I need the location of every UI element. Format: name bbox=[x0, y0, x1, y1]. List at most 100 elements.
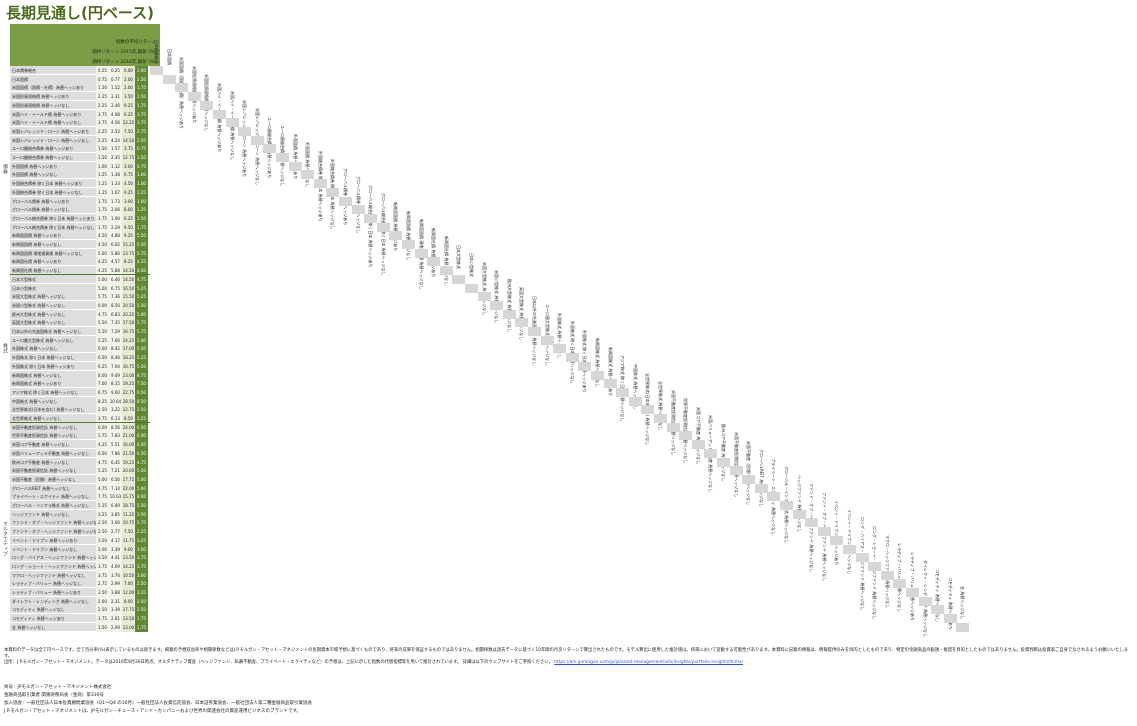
row-value: 1.50 bbox=[96, 622, 109, 632]
row-value: 13.75 bbox=[122, 248, 135, 258]
row-value: 9.00 bbox=[122, 544, 135, 554]
row-value: 7.36 bbox=[109, 292, 122, 302]
column-header: 金 為替ヘッジなし bbox=[960, 585, 966, 619]
row-value: 6.50 bbox=[135, 422, 148, 432]
row-label: ファンド・オブ・ヘッジファンド 為替ヘッジなし bbox=[10, 518, 96, 528]
row-value: 5.88 bbox=[109, 266, 122, 276]
row-label: 日本小型株式 bbox=[10, 283, 96, 293]
row-value: 1.75 bbox=[135, 100, 148, 110]
diagonal-cell bbox=[477, 292, 491, 302]
row-value: 3.75 bbox=[96, 561, 109, 571]
row-value: 4.08 bbox=[109, 109, 122, 119]
row-value: 5.00 bbox=[135, 483, 148, 493]
row-value: 16.00 bbox=[122, 440, 135, 450]
row-label: 日本国債 bbox=[10, 74, 96, 84]
row-value: 4.25 bbox=[96, 257, 109, 267]
row-value: 16.75 bbox=[122, 327, 135, 336]
row-label: グローバル総合債券 除く日本 為替ヘッジなし bbox=[10, 222, 96, 232]
diagonal-cell bbox=[654, 414, 667, 423]
diagonal-cell bbox=[855, 553, 869, 563]
row-label: 外国株式 為替ヘッジなし bbox=[10, 344, 96, 354]
column-header: グローバルREIT 為替ヘッジなし bbox=[758, 449, 764, 508]
ltcma-link[interactable]: https://am.jpmorgan.com/jp/ja/asset-mana… bbox=[554, 660, 744, 665]
row-value: 28.50 bbox=[122, 396, 135, 406]
row-value: 9.50 bbox=[122, 222, 135, 232]
row-value: 25.75 bbox=[122, 492, 135, 502]
row-value: 16.75 bbox=[122, 361, 135, 371]
row-value: 2.50 bbox=[96, 605, 109, 615]
row-value: 6.46 bbox=[109, 274, 122, 284]
diagonal-cell bbox=[263, 144, 277, 154]
row-value: 5.00 bbox=[96, 248, 109, 258]
row-value: 1.25 bbox=[135, 205, 148, 215]
row-value: 1.75 bbox=[96, 196, 109, 206]
row-value: 3.75 bbox=[135, 553, 148, 563]
row-value: 6.00 bbox=[96, 353, 109, 363]
row-value: 2.00 bbox=[122, 83, 135, 93]
column-header: 米国不動産（民間）為替ヘッジなし bbox=[746, 440, 752, 505]
row-value: 6.25 bbox=[122, 109, 135, 119]
row-value: 2.09 bbox=[109, 622, 122, 632]
diagonal-cell bbox=[931, 605, 945, 615]
row-value: 8.00 bbox=[135, 492, 148, 502]
row-value: 9.25 bbox=[122, 231, 135, 241]
diagonal-cell bbox=[553, 344, 567, 354]
row-value: 1.90 bbox=[109, 213, 122, 223]
row-value: 1.25 bbox=[96, 187, 109, 197]
row-value: 2.50 bbox=[96, 527, 109, 537]
row-value: 4.57 bbox=[109, 257, 122, 267]
row-value: 5.00 bbox=[96, 283, 109, 293]
diagonal-cell bbox=[943, 614, 957, 624]
row-value: 2.25 bbox=[135, 527, 148, 537]
row-value: 5.00 bbox=[135, 335, 148, 345]
row-value: 0.00 bbox=[122, 66, 135, 75]
row-value: 6.25 bbox=[122, 213, 135, 223]
row-value: 0.75 bbox=[135, 144, 148, 154]
row-label: 新興国社債 為替ヘッジあり bbox=[10, 257, 96, 267]
row-value: 5.25 bbox=[135, 353, 148, 363]
column-header: 米国小型株式 為替ヘッジなし bbox=[494, 270, 500, 324]
row-value: 2.61 bbox=[109, 614, 122, 624]
diagonal-cell bbox=[250, 135, 264, 145]
diagonal-cell bbox=[565, 353, 579, 363]
row-value: 1.33 bbox=[109, 179, 122, 189]
diagonal-cell bbox=[502, 309, 516, 319]
column-header: 日本国債 bbox=[166, 48, 172, 65]
row-value: 6.45 bbox=[109, 457, 122, 467]
page-title: 長期見通し(円ベース) bbox=[6, 4, 154, 22]
row-value: 3.00 bbox=[122, 196, 135, 206]
row-label: グローバル債券 為替ヘッジあり bbox=[10, 196, 96, 206]
row-value: 7.50 bbox=[135, 379, 148, 389]
diagonal-cell bbox=[893, 579, 907, 589]
row-value: 1.12 bbox=[109, 161, 122, 171]
row-label: アジア株式 除く日本 為替ヘッジなし bbox=[10, 387, 96, 397]
diagonal-cell bbox=[452, 274, 466, 284]
row-value: 9.25 bbox=[122, 187, 135, 197]
row-value: 6.00 bbox=[96, 448, 109, 458]
row-value: 4.69 bbox=[109, 561, 122, 571]
row-label: 米国バリューアッド不動産 為替ヘッジなし bbox=[10, 448, 96, 458]
row-label: 外国株式 除く日本 為替ヘッジあり bbox=[10, 361, 96, 371]
row-label: 金 為替ヘッジなし bbox=[10, 622, 96, 632]
column-header: 外国国債 為替ヘッジあり bbox=[292, 133, 298, 180]
row-label: 新興国国債 為替ヘッジなし bbox=[10, 240, 96, 249]
row-value: 1.00 bbox=[135, 196, 148, 206]
row-value: 13.00 bbox=[122, 622, 135, 632]
diagonal-cell bbox=[238, 126, 252, 136]
row-value: 1.25 bbox=[96, 170, 109, 180]
column-header: 日本大型株式 bbox=[456, 244, 462, 269]
column-header: 新興国国債 為替ヘッジあり bbox=[393, 201, 399, 252]
row-value: 16.50 bbox=[122, 283, 135, 293]
row-value: 7.35 bbox=[109, 318, 122, 328]
row-label: グローバル総合債券 除く日本 為替ヘッジあり bbox=[10, 213, 96, 223]
row-value: 7.00 bbox=[96, 379, 109, 389]
row-label: 新興国株式 為替ヘッジあり bbox=[10, 379, 96, 389]
row-value: 6.75 bbox=[122, 170, 135, 180]
row-value: 7.00 bbox=[122, 579, 135, 589]
row-value: 6.50 bbox=[135, 448, 148, 458]
row-value: 9.49 bbox=[109, 370, 122, 380]
row-value: 5.50 bbox=[135, 231, 148, 241]
row-value: 3.22 bbox=[109, 405, 122, 415]
row-value: 1.50 bbox=[96, 144, 109, 154]
row-label: 欧州コア不動産 為替ヘッジなし bbox=[10, 457, 96, 467]
